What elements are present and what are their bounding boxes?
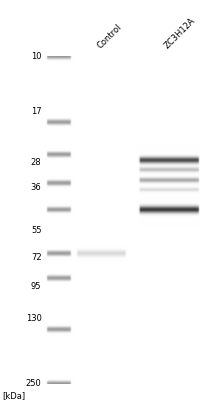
Text: 17: 17 bbox=[31, 107, 41, 116]
Text: 72: 72 bbox=[31, 253, 41, 262]
Text: 130: 130 bbox=[26, 314, 41, 323]
Text: [kDa]: [kDa] bbox=[2, 391, 25, 400]
Text: 28: 28 bbox=[31, 158, 41, 167]
Text: ZC3H12A: ZC3H12A bbox=[162, 16, 196, 50]
Text: Control: Control bbox=[95, 22, 122, 50]
Text: 250: 250 bbox=[26, 380, 41, 388]
Text: 55: 55 bbox=[31, 226, 41, 236]
Text: 10: 10 bbox=[31, 52, 41, 62]
Text: 36: 36 bbox=[31, 183, 41, 192]
Text: 95: 95 bbox=[31, 282, 41, 290]
